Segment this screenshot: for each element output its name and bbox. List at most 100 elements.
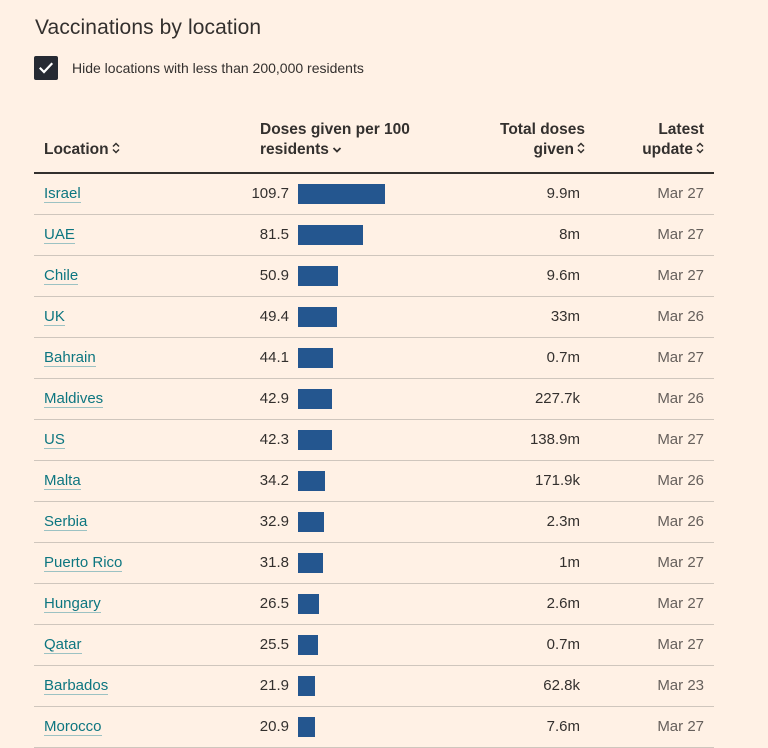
doses-bar	[298, 594, 319, 614]
doses-per-100-value: 20.9	[259, 718, 289, 735]
column-header-latest-update[interactable]: Latest update	[642, 120, 704, 160]
latest-update-value: Mar 27	[657, 718, 704, 735]
population-filter[interactable]: Hide locations with less than 200,000 re…	[34, 56, 364, 80]
column-header-label: residents	[260, 141, 329, 159]
location-link[interactable]: Malta	[44, 472, 81, 490]
location-link[interactable]: Barbados	[44, 677, 109, 695]
table-row: Morocco 20.9 7.6m Mar 27	[34, 707, 714, 748]
doses-bar	[298, 266, 338, 286]
location-link[interactable]: Puerto Rico	[44, 554, 123, 572]
column-header-label: Doses given per 100	[260, 121, 410, 138]
location-link[interactable]: Chile	[44, 267, 79, 285]
total-doses-value: 8m	[559, 226, 580, 243]
filter-label: Hide locations with less than 200,000 re…	[72, 60, 364, 76]
bar-track	[298, 717, 418, 737]
table-row: Barbados 21.9 62.8k Mar 23	[34, 666, 714, 707]
location-link[interactable]: Qatar	[44, 636, 82, 654]
latest-update-value: Mar 27	[657, 185, 704, 202]
doses-bar	[298, 307, 337, 327]
sort-updown-icon	[577, 140, 585, 160]
total-doses-value: 2.3m	[546, 513, 580, 530]
latest-update-value: Mar 26	[657, 472, 704, 489]
location-link[interactable]: UK	[44, 308, 65, 326]
doses-bar	[298, 717, 315, 737]
bar-track	[298, 553, 418, 573]
table-row: UK 49.4 33m Mar 26	[34, 297, 714, 338]
location-link[interactable]: Morocco	[44, 718, 102, 736]
latest-update-value: Mar 26	[657, 308, 704, 325]
location-link[interactable]: Bahrain	[44, 349, 96, 367]
total-doses-value: 227.7k	[534, 390, 580, 407]
column-header-location[interactable]: Location	[44, 140, 120, 160]
doses-per-100-value: 49.4	[259, 308, 289, 325]
doses-per-100-value: 81.5	[259, 226, 289, 243]
total-doses-value: 33m	[550, 308, 580, 325]
bar-track	[298, 348, 418, 368]
bar-track	[298, 594, 418, 614]
doses-bar	[298, 430, 332, 450]
latest-update-value: Mar 27	[657, 431, 704, 448]
total-doses-value: 0.7m	[546, 636, 580, 653]
table-row: US 42.3 138.9m Mar 27	[34, 420, 714, 461]
total-doses-value: 0.7m	[546, 349, 580, 366]
doses-bar	[298, 471, 325, 491]
total-doses-value: 62.8k	[543, 677, 580, 694]
total-doses-value: 7.6m	[546, 718, 580, 735]
total-doses-value: 171.9k	[534, 472, 580, 489]
doses-bar	[298, 512, 324, 532]
bar-track	[298, 635, 418, 655]
location-link[interactable]: US	[44, 431, 65, 449]
doses-per-100-value: 32.9	[259, 513, 289, 530]
doses-bar	[298, 348, 333, 368]
latest-update-value: Mar 27	[657, 595, 704, 612]
doses-bar	[298, 635, 318, 655]
table-row: Maldives 42.9 227.7k Mar 26	[34, 379, 714, 420]
doses-per-100-value: 50.9	[259, 267, 289, 284]
doses-bar	[298, 553, 323, 573]
column-header-doses-per-100[interactable]: Doses given per 100 residents	[260, 120, 410, 160]
bar-track	[298, 184, 418, 204]
latest-update-value: Mar 27	[657, 267, 704, 284]
chevron-down-icon	[332, 140, 342, 160]
column-header-label: update	[642, 141, 693, 159]
sort-updown-icon	[696, 140, 704, 160]
doses-per-100-value: 31.8	[259, 554, 289, 571]
latest-update-value: Mar 27	[657, 554, 704, 571]
check-icon	[39, 62, 53, 74]
table-row: Hungary 26.5 2.6m Mar 27	[34, 584, 714, 625]
bar-track	[298, 307, 418, 327]
total-doses-value: 1m	[559, 554, 580, 571]
table-row: Puerto Rico 31.8 1m Mar 27	[34, 543, 714, 584]
column-header-label: Latest	[658, 121, 704, 138]
page-title: Vaccinations by location	[35, 16, 262, 39]
location-link[interactable]: Israel	[44, 185, 81, 203]
latest-update-value: Mar 26	[657, 390, 704, 407]
bar-track	[298, 471, 418, 491]
location-link[interactable]: Maldives	[44, 390, 104, 408]
total-doses-value: 9.6m	[546, 267, 580, 284]
doses-bar	[298, 184, 385, 204]
hide-small-locations-checkbox[interactable]	[34, 56, 58, 80]
total-doses-value: 2.6m	[546, 595, 580, 612]
doses-per-100-value: 34.2	[259, 472, 289, 489]
location-link[interactable]: Hungary	[44, 595, 101, 613]
location-link[interactable]: Serbia	[44, 513, 88, 531]
location-link[interactable]: UAE	[44, 226, 75, 244]
total-doses-value: 138.9m	[529, 431, 580, 448]
table-row: Malta 34.2 171.9k Mar 26	[34, 461, 714, 502]
column-header-total-doses[interactable]: Total doses given	[500, 120, 585, 160]
table-row: UAE 81.5 8m Mar 27	[34, 215, 714, 256]
table-header: Location Doses given per 100 residents T…	[34, 116, 714, 174]
doses-bar	[298, 389, 332, 409]
doses-bar	[298, 225, 363, 245]
table-row: Israel 109.7 9.9m Mar 27	[34, 174, 714, 215]
sort-updown-icon	[112, 140, 120, 160]
latest-update-value: Mar 26	[657, 513, 704, 530]
column-header-label: Location	[44, 141, 109, 159]
doses-per-100-value: 42.3	[259, 431, 289, 448]
table-row: Bahrain 44.1 0.7m Mar 27	[34, 338, 714, 379]
bar-track	[298, 389, 418, 409]
doses-per-100-value: 25.5	[259, 636, 289, 653]
doses-bar	[298, 676, 315, 696]
table-row: Chile 50.9 9.6m Mar 27	[34, 256, 714, 297]
